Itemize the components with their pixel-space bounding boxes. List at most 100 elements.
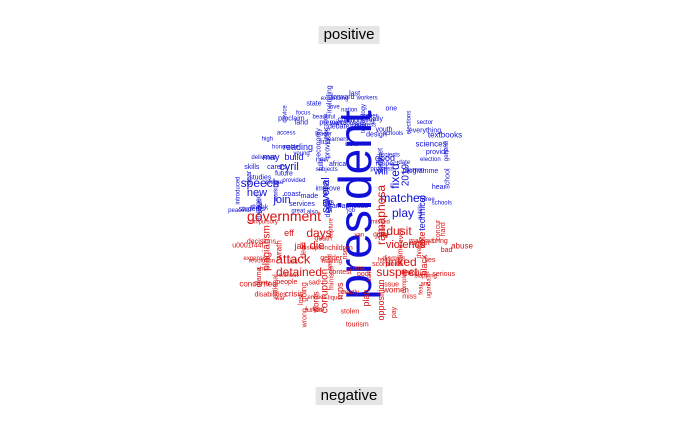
positive-word: president — [329, 110, 381, 299]
negative-word: without — [278, 273, 298, 279]
positive-word: made — [301, 193, 319, 200]
positive-word: learners — [327, 137, 349, 143]
positive-word: human — [406, 168, 424, 174]
positive-word: also — [307, 209, 319, 215]
positive-word: engaged — [256, 194, 263, 221]
positive-word: great — [291, 209, 305, 215]
negative-word: lost — [298, 294, 305, 305]
positive-word: access — [277, 131, 296, 137]
negative-word: violence — [386, 239, 426, 251]
positive-word: proper — [360, 114, 377, 120]
positive-word: love — [329, 105, 341, 111]
positive-word: south — [257, 198, 263, 213]
negative-word: concur — [435, 219, 442, 241]
positive-word: good — [375, 153, 395, 163]
negative-word: malema — [409, 238, 434, 245]
positive-word: word — [344, 142, 358, 148]
negative-word: serious — [432, 271, 455, 278]
negative-word: crisis — [285, 290, 303, 299]
positive-word: please — [266, 180, 284, 186]
positive-word: future — [275, 170, 293, 177]
positive-word: design — [366, 132, 387, 139]
positive-word: textbooks — [428, 131, 462, 140]
positive-word: may — [262, 152, 280, 162]
negative-word: jail — [293, 241, 305, 251]
positive-word: introduced — [235, 176, 241, 204]
negative-word: corruption — [320, 269, 331, 313]
negative-word: anc — [420, 282, 430, 288]
positive-word: address — [355, 122, 376, 128]
positive-word: leader — [315, 132, 332, 138]
positive-word: provided — [282, 178, 305, 184]
negative-word: joke — [374, 233, 388, 240]
negative-word: abuse — [451, 242, 473, 251]
negative-label: negative — [315, 387, 383, 405]
positive-word: early — [378, 157, 385, 173]
negative-word: drama — [256, 267, 263, 287]
negative-word: sad — [308, 280, 319, 287]
positive-word: public — [418, 204, 424, 220]
positive-word: digital — [325, 199, 332, 218]
negative-word: uganda — [426, 278, 432, 299]
positive-word: studies — [249, 175, 272, 182]
positive-word: everything — [409, 128, 441, 135]
positive-word: workers — [356, 96, 378, 102]
positive-word: tablet — [377, 148, 384, 165]
positive-word: free — [424, 197, 435, 203]
negative-word: urgent — [410, 240, 430, 247]
positive-word: progress — [370, 167, 393, 173]
negative-word: dead — [300, 242, 307, 258]
negative-word: fear — [419, 284, 425, 294]
negative-word: time — [401, 270, 413, 276]
negative-word: eff — [284, 228, 294, 238]
positive-word: peaceful — [228, 208, 251, 214]
negative-word: lies — [425, 257, 436, 264]
positive-label: positive — [318, 26, 380, 44]
negative-word: national — [273, 274, 280, 299]
negative-word: stolen — [341, 309, 360, 316]
positive-word: young — [293, 151, 309, 157]
negative-word: women — [382, 286, 409, 295]
positive-word: new — [247, 187, 267, 199]
positive-word: sciences — [415, 140, 446, 149]
positive-word: happy — [323, 180, 329, 196]
negative-word: dusit — [386, 224, 412, 238]
negative-word: days — [306, 226, 331, 240]
negative-word: julie — [380, 224, 387, 238]
negative-word: shame — [398, 244, 405, 265]
positive-word: premiers — [319, 119, 347, 126]
negative-word: concerned — [239, 280, 276, 289]
positive-word: workbooks — [329, 121, 359, 127]
positive-word: date — [398, 160, 410, 166]
negative-word: going — [300, 282, 309, 302]
positive-word: projects — [379, 152, 400, 158]
positive-word: fully — [318, 158, 325, 171]
negative-word: entities — [307, 295, 326, 301]
positive-word: play — [392, 206, 414, 220]
positive-word: device — [282, 105, 288, 123]
positive-word: subjects — [316, 167, 338, 173]
negative-word: opposition — [376, 279, 386, 320]
positive-word: schools — [432, 200, 452, 206]
positive-word: job — [346, 208, 356, 214]
negative-word: decisions — [247, 238, 277, 245]
positive-word: expanding — [321, 96, 349, 102]
positive-word: sector — [417, 120, 433, 126]
negative-word: zuma — [350, 266, 365, 272]
negative-word: plagiarism — [262, 225, 273, 271]
negative-word: funds — [305, 307, 323, 314]
positive-word: reading — [283, 142, 313, 152]
negative-word: bring — [432, 238, 448, 245]
positive-word: schools — [383, 131, 403, 137]
positive-word: high — [262, 136, 273, 142]
positive-word: beautiful — [313, 114, 336, 120]
negative-word: black — [419, 254, 429, 276]
negative-word: dismiss — [382, 256, 406, 263]
negative-word: issue — [383, 282, 399, 289]
negative-word: plan — [361, 289, 371, 306]
positive-word: respect — [376, 160, 399, 167]
positive-word: one — [385, 106, 397, 113]
positive-word: speech — [241, 176, 280, 190]
positive-word: intend — [350, 124, 366, 130]
